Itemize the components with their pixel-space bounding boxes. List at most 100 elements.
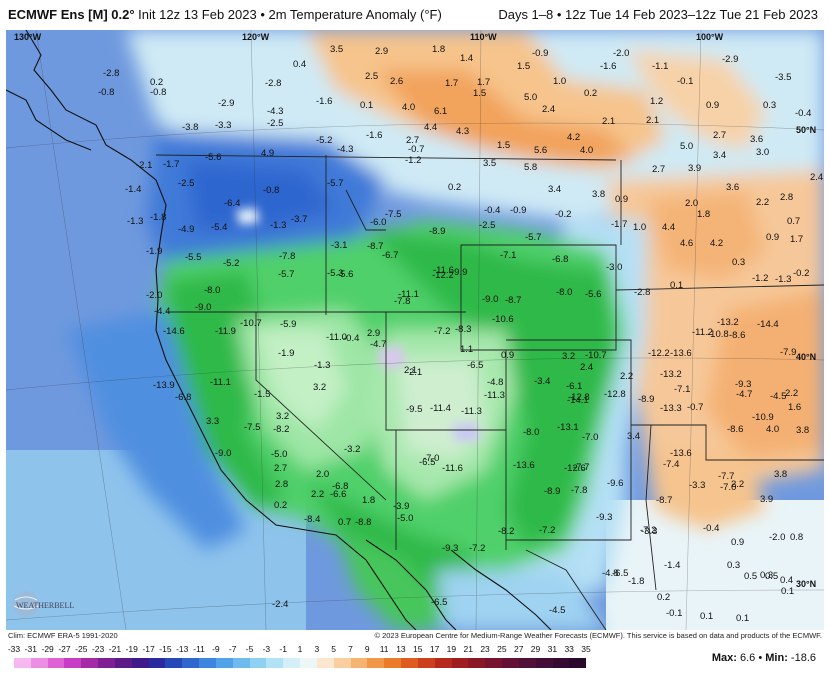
anomaly-value-label: -3.3 (215, 120, 231, 131)
legend-swatch (350, 658, 368, 668)
legend-tick: 35 (581, 644, 591, 654)
anomaly-value-label: -1.5 (254, 389, 270, 400)
legend-tick: -9 (212, 644, 220, 654)
anomaly-value-label: -2.0 (613, 48, 629, 59)
anomaly-value-label: -4.7 (736, 389, 752, 400)
anomaly-value-label: -11.6 (442, 463, 463, 474)
anomaly-value-label: 0.1 (360, 100, 373, 111)
anomaly-value-label: -5.4 (211, 222, 227, 233)
anomaly-highlights (236, 208, 481, 442)
anomaly-value-label: -10.9 (752, 412, 774, 423)
legend-tick: 3 (314, 644, 320, 654)
legend-tick: -7 (228, 644, 237, 654)
climatology-note: Clim: ECMWF ERA-5 1991-2020 (8, 631, 118, 640)
anomaly-value-label: 4.6 (680, 238, 693, 249)
anomaly-value-label: 0.5 (765, 571, 778, 582)
anomaly-value-label: -8.4 (304, 514, 320, 525)
anomaly-value-labels: -2.80.2-0.8-0.8-2.9-3.8 -3.3-2.80.4-1.63.… (98, 44, 823, 624)
anomaly-value-label: -3.7 (291, 214, 307, 225)
legend-swatch (30, 658, 48, 668)
legend-swatch (552, 658, 570, 668)
anomaly-value-label: -4.4 (154, 306, 170, 317)
anomaly-value-label: -0.2 (555, 209, 571, 220)
legend-swatch (300, 658, 317, 668)
anomaly-value-label: -7.5 (244, 422, 260, 433)
anomaly-value-label: -7.8 (394, 296, 410, 307)
legend-swatch (232, 658, 250, 668)
legend-tick: -3 (262, 644, 271, 654)
anomaly-value-label: 0.1 (736, 613, 749, 624)
anomaly-value-label: -11.3 (461, 406, 482, 417)
anomaly-value-label: -2.5 (178, 178, 194, 189)
anomaly-value-label: -7.2 (469, 543, 485, 554)
legend-swatch (384, 658, 402, 668)
anomaly-value-label: -10.8 (707, 329, 729, 340)
anomaly-value-label: 2.1 (646, 115, 659, 126)
anomaly-value-label: -7.2 (434, 326, 450, 337)
anomaly-value-label: 0.2 (584, 88, 597, 99)
legend-swatch (131, 658, 149, 668)
anomaly-value-label: -5.2 (223, 258, 239, 269)
anomaly-value-label: 3.8 (774, 469, 787, 480)
anomaly-value-label: -6.5 (612, 568, 628, 579)
anomaly-value-label: -8.2 (273, 424, 289, 435)
anomaly-value-label: 2.0 (685, 198, 698, 209)
anomaly-value-label: -0.1 (677, 76, 693, 87)
legend-tick: -1 (279, 644, 287, 654)
min-label: Min: (765, 652, 788, 664)
anomaly-value-label: 2.5 (365, 71, 378, 82)
anomaly-value-label: 3.4 (627, 431, 640, 442)
valid-period: Days 1–8 • 12z Tue 14 Feb 2023–12z Tue 2… (498, 7, 818, 22)
anomaly-value-label: 0.9 (615, 194, 628, 205)
lat-label-50: 50°N (796, 125, 816, 135)
anomaly-value-label: -0.4 (703, 523, 719, 534)
anomaly-value-label: 1.5 (497, 140, 510, 151)
anomaly-value-label: 6.1 (434, 106, 447, 117)
legend-tick: 11 (379, 644, 389, 654)
legend-tick: -17 (142, 644, 155, 654)
anomaly-value-label: 3.0 (756, 147, 769, 158)
anomaly-value-label: -2.5 (479, 220, 495, 231)
anomaly-value-label: 2.2 (731, 479, 744, 490)
anomaly-value-label: 2.6 (390, 76, 403, 87)
anomaly-value-label: -0.9 (532, 48, 548, 59)
legend-swatch (535, 658, 553, 668)
lon-label-110: 110°W (470, 32, 497, 42)
anomaly-value-label: -7.9 (780, 347, 796, 358)
anomaly-value-label: -1.3 (775, 274, 791, 285)
anomaly-value-label: -3.3 (689, 480, 705, 491)
legend-tick: -31 (24, 644, 37, 654)
anomaly-value-label: -7.1 (500, 250, 516, 261)
max-value: 6.6 (739, 652, 756, 664)
anomaly-value-label: 0.1 (670, 280, 683, 291)
anomaly-value-label: 3.2 (562, 351, 575, 362)
anomaly-value-label: 1.0 (553, 76, 566, 87)
anomaly-value-label: -2.9 (218, 98, 234, 109)
anomaly-value-label: -13.9 (153, 380, 175, 391)
header-left: ECMWF Ens [M] 0.2° Init 12z 13 Feb 2023 … (8, 7, 442, 22)
anomaly-value-label: 5.0 (524, 92, 537, 103)
anomaly-value-label: -2.1 (136, 160, 152, 171)
anomaly-value-label: -6.0 (370, 217, 386, 228)
legend-swatch (98, 658, 115, 668)
anomaly-value-label: 0.2 (274, 500, 287, 511)
anomaly-value-label: -5.0 (397, 513, 413, 524)
anomaly-value-label: -14.6 (163, 326, 185, 337)
legend-swatch (518, 658, 536, 668)
anomaly-value-label: 3.5 (483, 158, 496, 169)
legend-swatch (367, 658, 385, 668)
anomaly-value-label: -3.0 (606, 262, 622, 273)
anomaly-value-label: 0.2 (448, 182, 461, 193)
legend-swatch (569, 658, 587, 668)
color-legend: -33 -31 -29 -27 -25 -23 -21 -19 -17 -15 -13 -11 -9 -7… (8, 644, 594, 680)
legend-tick: 33 (564, 644, 574, 654)
anomaly-value-label: -7.7 (718, 471, 734, 482)
anomaly-value-label: -4.5 (549, 605, 565, 616)
legend-swatch (434, 658, 452, 668)
min-value: -18.6 (790, 652, 816, 664)
anomaly-value-label: -4.3 (267, 106, 283, 117)
anomaly-value-label: 3.2 (313, 382, 326, 393)
anomaly-value-label: -0.4 (484, 205, 500, 216)
anomaly-value-label: -2.8 (265, 78, 281, 89)
anomaly-value-label: -1.2 (752, 273, 768, 284)
